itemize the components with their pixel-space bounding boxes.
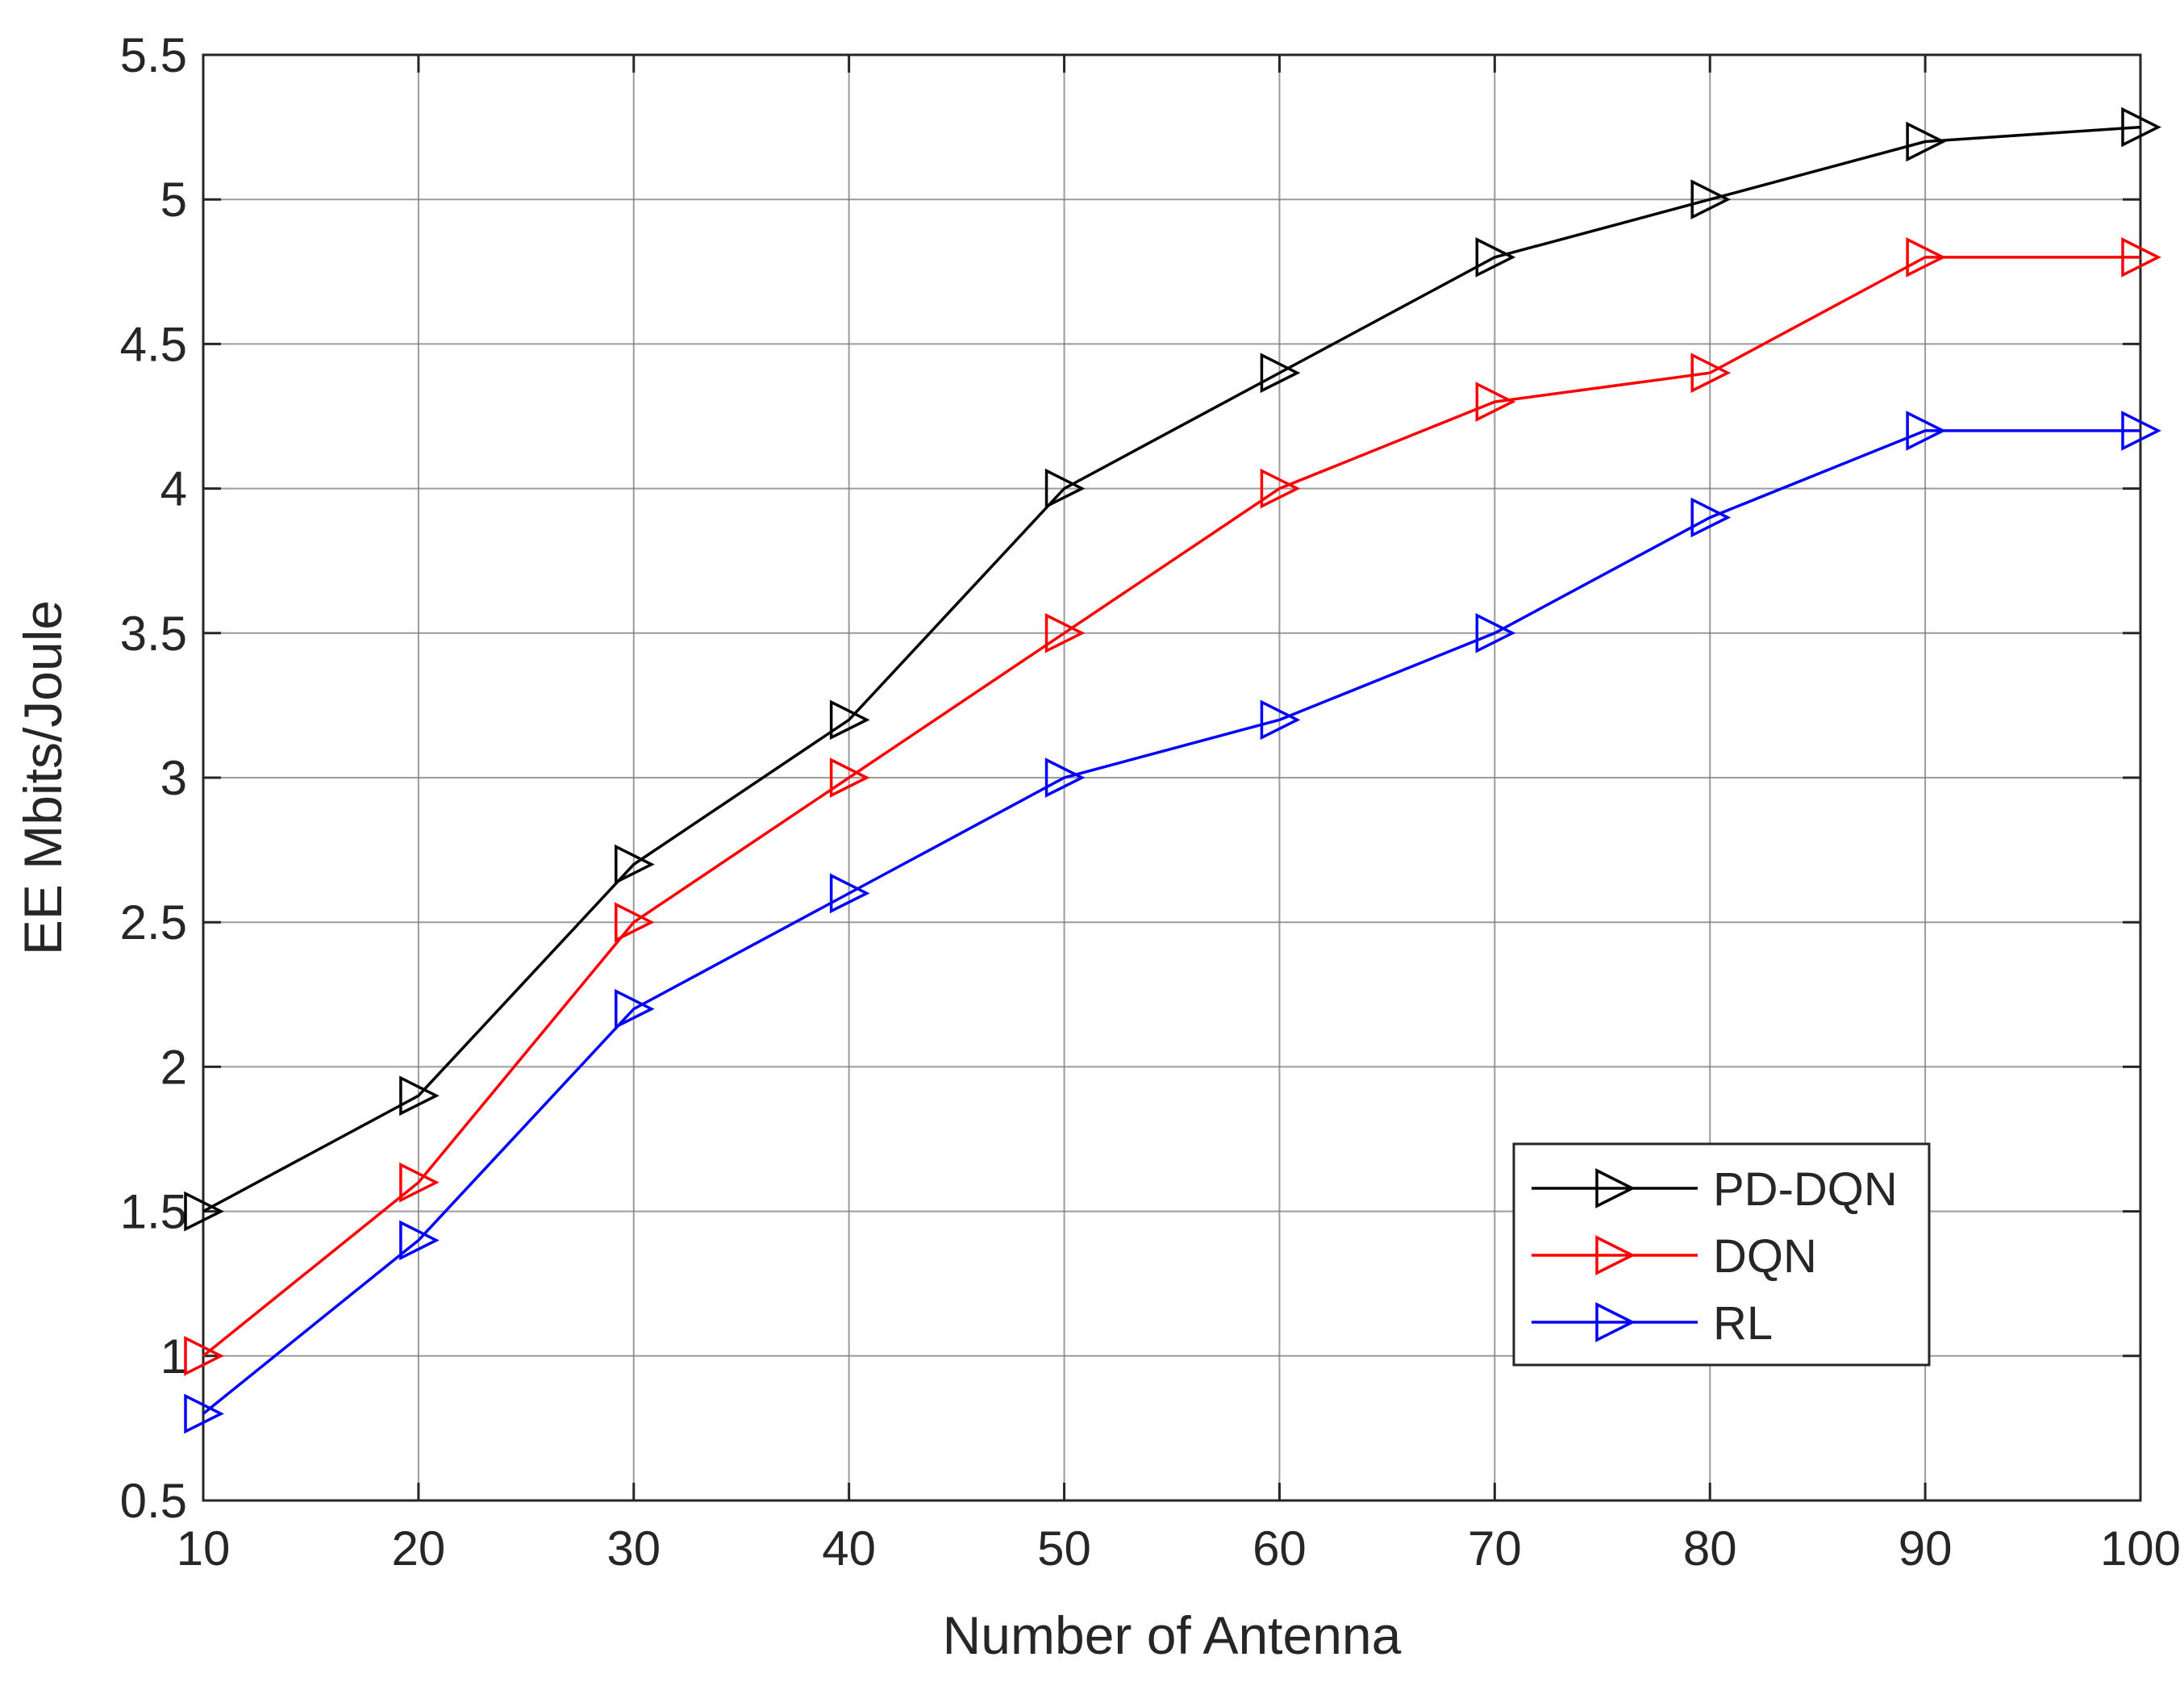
data-point-dqn bbox=[184, 1335, 224, 1376]
data-point-dqn bbox=[1260, 468, 1301, 509]
x-tick-labels: 10 20 30 40 50 60 70 80 90 100 bbox=[177, 1521, 2181, 1576]
y-tick-label: 2.5 bbox=[120, 895, 187, 950]
data-point-rl bbox=[399, 1220, 440, 1261]
y-tick-label: 5.5 bbox=[120, 28, 187, 82]
y-tick-label: 2 bbox=[160, 1040, 187, 1094]
legend-marker bbox=[1595, 1235, 1636, 1275]
plot-frame bbox=[202, 53, 2142, 1502]
data-point-pd-dqn bbox=[615, 844, 655, 885]
series-pd-dqn bbox=[184, 106, 2161, 1232]
data-point-dqn bbox=[2121, 237, 2161, 278]
series-line-dqn bbox=[202, 256, 2140, 1358]
legend-marker bbox=[1595, 1168, 1636, 1208]
x-tick-label: 30 bbox=[606, 1521, 661, 1576]
legend-label: RL bbox=[1713, 1297, 1773, 1350]
legend-label: PD-DQN bbox=[1713, 1163, 1898, 1216]
data-point-rl bbox=[829, 873, 870, 914]
data-point-dqn bbox=[399, 1162, 440, 1203]
legend-marker bbox=[1595, 1302, 1636, 1342]
data-point-pd-dqn bbox=[1260, 353, 1301, 394]
data-point-dqn bbox=[1690, 353, 1732, 394]
x-tick-label: 70 bbox=[1468, 1521, 1522, 1576]
y-tick-label: 5 bbox=[160, 173, 187, 227]
x-tick-label: 60 bbox=[1252, 1521, 1307, 1576]
data-point-dqn bbox=[615, 902, 655, 943]
x-tick-label: 40 bbox=[822, 1521, 876, 1576]
legend-item-dqn: DQN bbox=[1532, 1230, 1817, 1283]
y-tick-label: 4.5 bbox=[120, 317, 187, 371]
x-tick-label: 10 bbox=[177, 1521, 231, 1576]
data-point-pd-dqn bbox=[1044, 468, 1086, 509]
legend-label: DQN bbox=[1713, 1230, 1817, 1283]
series-rl bbox=[184, 411, 2161, 1434]
series-dqn bbox=[184, 237, 2161, 1376]
y-tick-label: 3.5 bbox=[120, 607, 187, 661]
y-tick-label: 0.5 bbox=[120, 1474, 187, 1528]
data-point-rl bbox=[184, 1393, 224, 1434]
data-point-pd-dqn bbox=[2121, 106, 2161, 148]
series-line-rl bbox=[202, 429, 2140, 1415]
data-point-rl bbox=[1044, 758, 1086, 798]
data-point-rl bbox=[615, 988, 655, 1029]
x-tick-label: 90 bbox=[1898, 1521, 1953, 1576]
data-point-dqn bbox=[1906, 237, 1947, 278]
data-point-dqn bbox=[1475, 382, 1516, 422]
data-point-rl bbox=[1475, 612, 1516, 653]
legend-item-rl: RL bbox=[1532, 1297, 1773, 1350]
data-point-rl bbox=[1906, 411, 1947, 451]
data-point-rl bbox=[1690, 497, 1732, 538]
data-point-pd-dqn bbox=[1906, 121, 1947, 162]
y-axis-title: EE Mbits/Joule bbox=[13, 600, 73, 955]
data-point-pd-dqn bbox=[829, 699, 870, 741]
x-tick-label: 100 bbox=[2100, 1521, 2181, 1576]
series-layer bbox=[184, 106, 2161, 1434]
legend-item-pd-dqn: PD-DQN bbox=[1532, 1163, 1898, 1216]
y-tick-label: 4 bbox=[160, 462, 187, 516]
data-point-rl bbox=[2121, 411, 2161, 451]
data-point-pd-dqn bbox=[1690, 179, 1732, 220]
x-tick-label: 80 bbox=[1683, 1521, 1737, 1576]
data-point-dqn bbox=[1044, 612, 1086, 653]
data-point-pd-dqn bbox=[1475, 237, 1516, 278]
y-tick-label: 1 bbox=[160, 1329, 187, 1384]
data-point-pd-dqn bbox=[399, 1075, 440, 1116]
x-axis-title: Number of Antenna bbox=[943, 1605, 1402, 1665]
data-point-dqn bbox=[829, 758, 870, 798]
x-tick-label: 50 bbox=[1037, 1521, 1091, 1576]
series-line-pd-dqn bbox=[202, 125, 2141, 1213]
data-point-pd-dqn bbox=[184, 1191, 224, 1232]
y-tick-label: 1.5 bbox=[120, 1185, 187, 1239]
legend: PD-DQN DQN RL bbox=[1512, 1142, 1931, 1367]
y-tick-label: 3 bbox=[160, 751, 187, 805]
x-tick-label: 20 bbox=[392, 1521, 446, 1576]
data-point-rl bbox=[1260, 699, 1301, 741]
y-tick-labels: 0.5 1 1.5 2 2.5 3 3.5 4 4.5 5 5.5 bbox=[120, 28, 187, 1528]
